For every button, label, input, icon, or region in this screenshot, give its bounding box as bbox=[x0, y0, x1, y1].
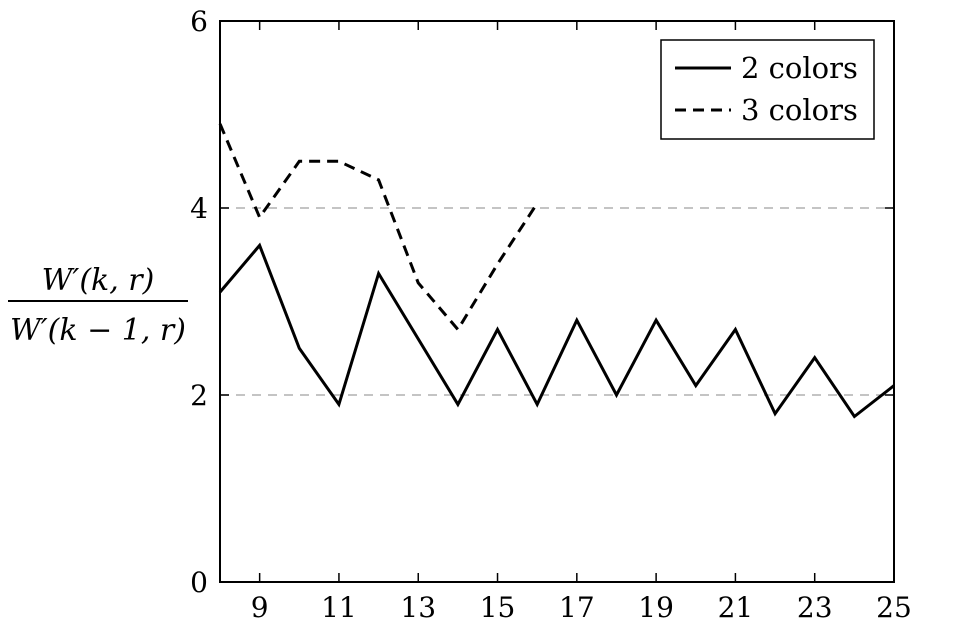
legend-box bbox=[660, 39, 875, 140]
x-tick-label-13: 13 bbox=[400, 591, 436, 624]
series-lines bbox=[218, 123, 895, 419]
x-tick-label-21: 21 bbox=[718, 591, 754, 624]
series-line-3-colors bbox=[218, 123, 539, 333]
axis-ticks: 9 11 13 15 17 19 21 23 25 0 2 4 6 bbox=[190, 5, 912, 624]
y-tick-label-6: 6 bbox=[190, 5, 208, 38]
legend: 2 colors 3 colors bbox=[660, 39, 875, 140]
series-line-2-colors bbox=[218, 242, 895, 419]
x-tick-label-23: 23 bbox=[797, 591, 833, 624]
plot-frame bbox=[219, 20, 895, 583]
y-axis-label-numerator: W′(k, r) bbox=[42, 263, 155, 298]
x-tick-label-11: 11 bbox=[321, 591, 357, 624]
grid-lines bbox=[220, 207, 894, 396]
y-axis-label-denominator: W′(k − 1, r) bbox=[10, 313, 186, 348]
y-tick-label-0: 0 bbox=[190, 566, 208, 599]
x-tick-label-17: 17 bbox=[559, 591, 595, 624]
x-tick-label-15: 15 bbox=[480, 591, 516, 624]
x-tick-label-25: 25 bbox=[876, 591, 912, 624]
y-tick-label-4: 4 bbox=[190, 192, 208, 225]
y-axis-label: W′(k, r) W′(k − 1, r) bbox=[8, 263, 188, 348]
legend-label-3-colors: 3 colors bbox=[741, 93, 858, 127]
x-tick-label-19: 19 bbox=[638, 591, 674, 624]
legend-label-2-colors: 2 colors bbox=[741, 51, 858, 85]
y-tick-label-2: 2 bbox=[190, 379, 208, 412]
x-tick-label-9: 9 bbox=[251, 591, 269, 624]
